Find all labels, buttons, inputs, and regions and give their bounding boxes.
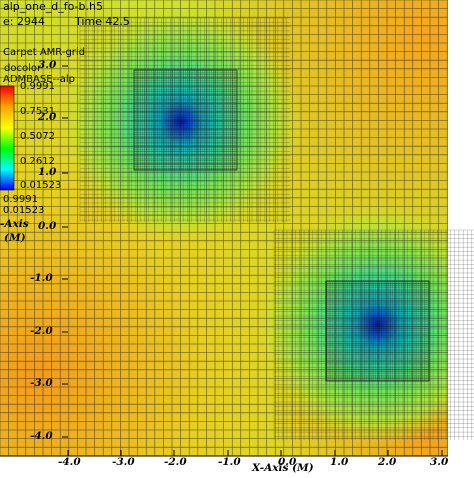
x-tick-label: 3.0 xyxy=(430,456,449,468)
y-tick-label: -4.0 xyxy=(30,430,53,442)
time-label: Time 42.5 xyxy=(75,15,130,28)
x-axis-title: X-Axis (M) xyxy=(252,462,314,474)
y-axis-title: -Axis xyxy=(0,218,29,230)
y-tick-label: -1.0 xyxy=(30,272,53,284)
y-tick-label: 3.0 xyxy=(38,59,57,71)
x-tick-label: -4.0 xyxy=(58,456,81,468)
x-tick-label: -2.0 xyxy=(164,456,187,468)
y-axis-unit: (M) xyxy=(4,232,26,244)
x-tick-label: -1.0 xyxy=(218,456,241,468)
y-tick-label: 2.0 xyxy=(38,111,57,123)
x-axis xyxy=(0,450,448,457)
x-tick-label: 1.0 xyxy=(330,456,349,468)
refined-box-2 xyxy=(325,280,430,382)
legend-tick-label: 0.5072 xyxy=(20,131,55,142)
legend-tick-label: 0.2612 xyxy=(20,156,55,167)
grid-level-medium xyxy=(79,17,290,222)
refined-box-1 xyxy=(133,69,238,171)
legend-min-label: 0.01523 xyxy=(3,205,45,216)
amr-grid-lines xyxy=(0,0,474,457)
legend-max-label: 0.9991 xyxy=(3,194,38,205)
y-axis xyxy=(62,65,68,438)
x-tick-label: 0.0 xyxy=(278,456,297,468)
y-tick-label: -2.0 xyxy=(30,325,53,337)
x-tick-label: 2.0 xyxy=(378,456,397,468)
x-tick-marks xyxy=(67,450,443,456)
grid-level-medium xyxy=(273,229,474,440)
legend-tick-label: 0.9991 xyxy=(20,81,55,92)
y-tick-label: 0.0 xyxy=(38,220,57,232)
legend-plot-type: docolor xyxy=(4,63,42,74)
plot-area xyxy=(0,0,474,457)
color-legend xyxy=(0,85,15,191)
grid-level-coarse xyxy=(0,0,448,457)
mesh-label: Carpet AMR-grid xyxy=(3,47,86,58)
cycle-label: e: 2944 xyxy=(3,15,45,28)
legend-color-bar xyxy=(0,85,15,191)
database-label: alp_one_d_fo-b.h5 xyxy=(3,0,103,13)
legend-tick-label: 0.7531 xyxy=(20,106,55,117)
y-tick-label: 1.0 xyxy=(38,166,57,178)
legend-variable-name: ADMBASE--alp xyxy=(3,74,76,85)
y-tick-marks xyxy=(62,65,68,438)
y-tick-label: -3.0 xyxy=(30,377,53,389)
x-tick-label: -3.0 xyxy=(112,456,135,468)
legend-tick-label: 0.01523 xyxy=(20,180,62,191)
